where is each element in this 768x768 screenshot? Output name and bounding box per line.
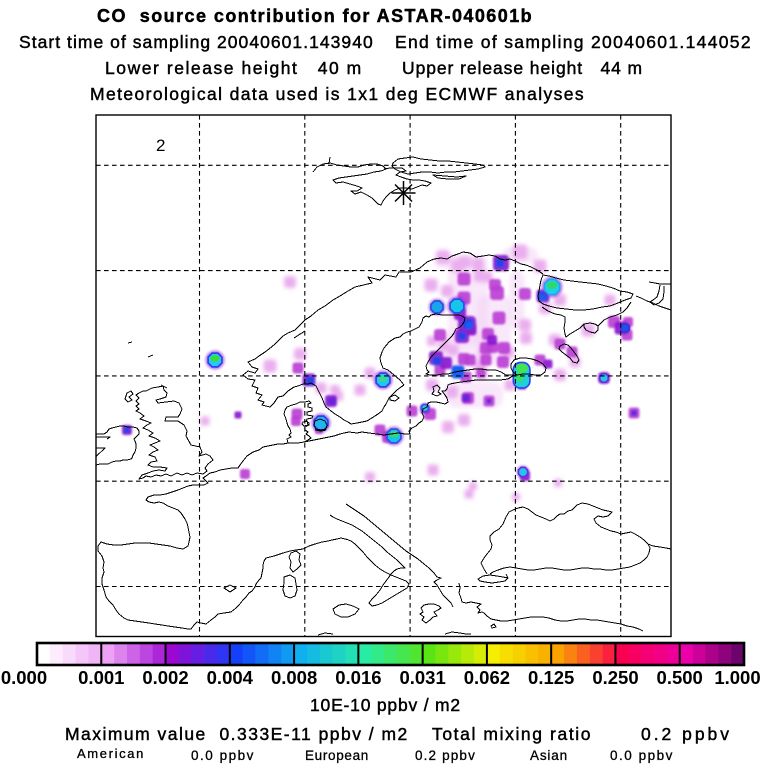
svg-text:0.125: 0.125 <box>528 667 574 688</box>
svg-text:0.008: 0.008 <box>271 667 317 688</box>
svg-text:0.031: 0.031 <box>399 667 445 688</box>
svg-text:2: 2 <box>156 136 165 155</box>
svg-text:0.004: 0.004 <box>207 667 254 688</box>
svg-text:0.062: 0.062 <box>464 667 510 688</box>
svg-text:1.000: 1.000 <box>714 667 760 688</box>
svg-text:0.002: 0.002 <box>142 667 188 688</box>
svg-text:0.250: 0.250 <box>592 667 638 688</box>
svg-text:0.001: 0.001 <box>78 667 124 688</box>
svg-text:0.016: 0.016 <box>335 667 381 688</box>
svg-text:0.500: 0.500 <box>657 667 703 688</box>
svg-text:0.000: 0.000 <box>1 667 47 688</box>
